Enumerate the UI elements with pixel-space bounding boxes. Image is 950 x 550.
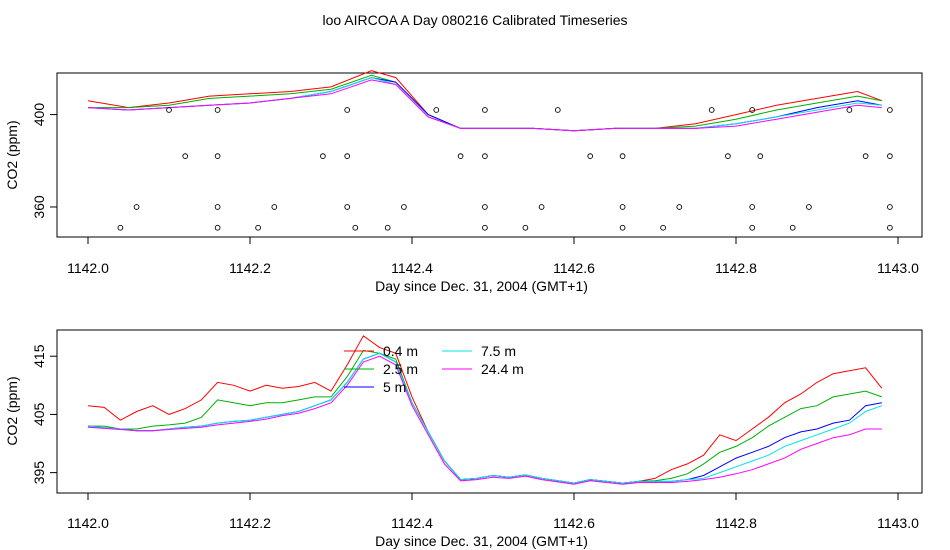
data-point	[708, 107, 715, 113]
x-tick-label: 1142.8	[715, 260, 757, 276]
data-point	[384, 224, 391, 231]
x-tick-label: 1142.2	[229, 515, 271, 531]
data-point	[587, 153, 594, 160]
data-point	[482, 153, 488, 160]
y-tick-label: 400	[31, 103, 47, 127]
data-point	[482, 107, 488, 113]
data-point	[214, 107, 221, 113]
plot-frame	[56, 329, 923, 494]
y-tick-label: 405	[31, 403, 47, 427]
x-tick-label: 1142.4	[391, 260, 433, 276]
legend-label: 5 m	[383, 379, 406, 395]
data-point	[846, 107, 853, 113]
data-point	[214, 204, 221, 210]
series-line-7-5-m	[87, 352, 882, 484]
y-axis-label: CO2 (ppm)	[4, 120, 20, 189]
top-panel: 1142.0 1142.2 1142.4 1142.6 1142.8 1143.0 360 4…	[4, 70, 923, 294]
data-point	[676, 204, 683, 210]
data-point	[887, 224, 893, 231]
data-point	[344, 204, 351, 210]
x-tick-label: 1142.0	[67, 515, 109, 531]
data-point	[214, 153, 221, 160]
data-point	[482, 224, 488, 231]
data-point	[271, 204, 278, 210]
data-point	[725, 153, 731, 160]
data-point	[214, 224, 221, 231]
y-tick-label: 360	[31, 195, 47, 219]
data-point	[806, 204, 812, 210]
data-point	[619, 153, 626, 160]
y-tick-label: 415	[31, 344, 47, 368]
x-tick-label: 1142.0	[67, 260, 109, 276]
x-axis-label: Day since Dec. 31, 2004 (GMT+1)	[375, 533, 588, 549]
data-point	[887, 107, 893, 113]
series-line-24-4-m	[87, 355, 882, 485]
data-point	[320, 153, 326, 160]
series-line-5-m	[87, 77, 882, 132]
x-tick-label: 1142.8	[715, 515, 757, 531]
x-tick-label: 1143.0	[877, 515, 919, 531]
bottom-panel: 1142.0 1142.2 1142.4 1142.6 1142.8 1143.0 395 4…	[4, 329, 923, 549]
data-point	[522, 224, 529, 231]
data-point	[887, 204, 893, 210]
data-point	[352, 224, 359, 231]
data-point	[344, 153, 351, 160]
data-point	[749, 204, 756, 210]
x-tick-label: 1142.2	[229, 260, 271, 276]
data-point	[862, 153, 869, 160]
series-line-24-4-m	[87, 79, 882, 132]
data-point	[887, 153, 893, 160]
data-point	[433, 107, 440, 113]
data-point	[757, 153, 764, 160]
plot-frame	[56, 72, 923, 238]
chart-title: loo AIRCOA A Day 080216 Calibrated Times…	[322, 12, 627, 28]
legend-label: 7.5 m	[481, 343, 516, 359]
x-tick-label: 1142.4	[391, 515, 433, 531]
y-tick-label: 395	[31, 461, 47, 485]
data-point	[749, 107, 756, 113]
x-axis-label: Day since Dec. 31, 2004 (GMT+1)	[375, 278, 588, 294]
data-point	[182, 153, 189, 160]
data-point	[749, 224, 756, 231]
data-point	[482, 204, 488, 210]
data-point	[619, 204, 626, 210]
data-point	[344, 107, 351, 113]
data-point	[619, 224, 626, 231]
data-point	[117, 224, 124, 231]
data-point	[133, 204, 140, 210]
legend-label: 0.4 m	[383, 343, 418, 359]
data-point	[538, 204, 545, 210]
data-point	[166, 107, 172, 113]
series-line-2-5-m	[88, 74, 882, 132]
data-point	[457, 153, 464, 160]
data-point	[660, 224, 666, 231]
series-line-7-5-m	[87, 77, 882, 132]
x-tick-label: 1142.6	[553, 515, 595, 531]
data-point	[554, 107, 561, 113]
legend-label: 24.4 m	[481, 361, 524, 377]
legend-label: 2.5 m	[383, 361, 418, 377]
data-point	[789, 224, 796, 231]
x-tick-label: 1142.6	[553, 260, 595, 276]
data-point	[401, 204, 407, 210]
data-point	[255, 224, 261, 231]
x-tick-label: 1143.0	[877, 260, 919, 276]
y-axis-label: CO2 (ppm)	[4, 376, 20, 445]
